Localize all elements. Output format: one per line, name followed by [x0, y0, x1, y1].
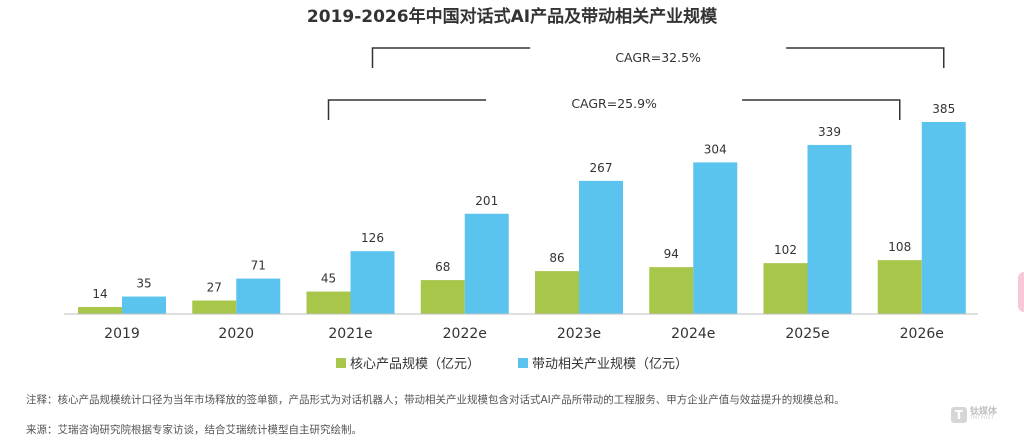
value-label-core-2023e: 86 [549, 251, 564, 265]
x-tick-label-2026e: 2026e [900, 326, 944, 342]
watermark-sub: TMTPOST [970, 416, 995, 422]
value-label-core-2026e: 108 [888, 240, 911, 254]
x-tick-label-2023e: 2023e [557, 326, 601, 342]
bar-core-2024e [649, 267, 694, 314]
bar-core-2025e [763, 263, 808, 314]
bar-core-2023e [535, 271, 579, 314]
value-label-related-2024e: 304 [704, 142, 727, 156]
x-tick-label-2022e: 2022e [443, 326, 487, 342]
bar-related-2022e [464, 213, 509, 314]
chart-title: 2019-2026年中国对话式AI产品及带动相关产业规模 [307, 6, 718, 27]
value-labels-group: 14 35 27 71 45 126 68 201 86 267 94 304 102 339 108 385 [92, 102, 955, 301]
bar-related-2024e [693, 162, 738, 314]
value-label-core-2025e: 102 [774, 243, 797, 257]
x-tick-label-2025e: 2025e [785, 326, 829, 342]
cagr-brackets: CAGR=25.9% CAGR=32.5% [327, 47, 945, 120]
value-label-core-2019: 14 [92, 287, 107, 301]
value-label-core-2022e: 68 [435, 260, 450, 274]
bar-related-2025e [807, 144, 852, 314]
value-label-related-2020: 71 [251, 259, 266, 273]
legend-swatch-related [518, 358, 528, 368]
edge-decoration [1018, 272, 1024, 312]
legend-label-core: 核心产品规模（亿元） [350, 357, 480, 372]
x-tick-label-2021e: 2021e [328, 326, 372, 342]
bar-core-2026e [877, 260, 922, 314]
cagr-bracket-right-2 [786, 47, 945, 68]
bar-related-2026e [921, 122, 966, 314]
bar-related-2019 [122, 296, 166, 314]
value-label-core-2020: 27 [207, 281, 222, 295]
value-label-related-2025e: 339 [818, 125, 841, 139]
value-label-related-2026e: 385 [932, 102, 955, 116]
watermark-label: 钛媒体 [970, 407, 998, 418]
value-label-core-2021e: 45 [321, 272, 336, 286]
x-tick-label-2019: 2019 [104, 326, 140, 342]
cagr-label-2: CAGR=32.5% [615, 50, 701, 65]
tmtpost-logo-icon: T [951, 407, 967, 423]
bar-core-2020 [192, 300, 237, 314]
legend-label-related: 带动相关产业规模（亿元） [532, 357, 688, 372]
value-label-related-2022e: 201 [475, 194, 498, 208]
bar-related-2021e [350, 251, 395, 314]
chart-note: 注释：核心产品规模统计口径为当年市场释放的签单额，产品形式为对话机器人；带动相关… [26, 394, 845, 406]
legend: 核心产品规模（亿元） 带动相关产业规模（亿元） [336, 357, 688, 372]
x-tick-label-2020: 2020 [218, 326, 254, 342]
value-label-related-2021e: 126 [361, 231, 384, 245]
tmtpost-watermark: T 钛媒体 TMTPOST [951, 404, 1015, 426]
bar-core-2021e [306, 291, 351, 314]
bar-core-2022e [420, 280, 465, 314]
value-label-related-2019: 35 [136, 277, 151, 291]
bars-group [78, 122, 966, 314]
x-tick-labels-group: 2019 2020 2021e 2022e 2023e 2024e 2025e 2026e [104, 326, 944, 342]
x-tick-label-2024e: 2024e [671, 326, 715, 342]
cagr-bracket-left-1 [327, 99, 487, 120]
bar-related-2023e [579, 180, 623, 314]
cagr-bracket-left-2 [371, 47, 531, 68]
bar-related-2020 [236, 278, 281, 314]
value-label-core-2024e: 94 [664, 247, 679, 261]
legend-swatch-core [336, 358, 346, 368]
chart-source: 来源：艾瑞咨询研究院根据专家访谈，结合艾瑞统计模型自主研究绘制。 [26, 424, 362, 436]
value-label-related-2023e: 267 [590, 161, 613, 175]
cagr-bracket-right-1 [742, 99, 901, 120]
bar-core-2019 [78, 307, 122, 314]
cagr-label-1: CAGR=25.9% [571, 96, 657, 111]
